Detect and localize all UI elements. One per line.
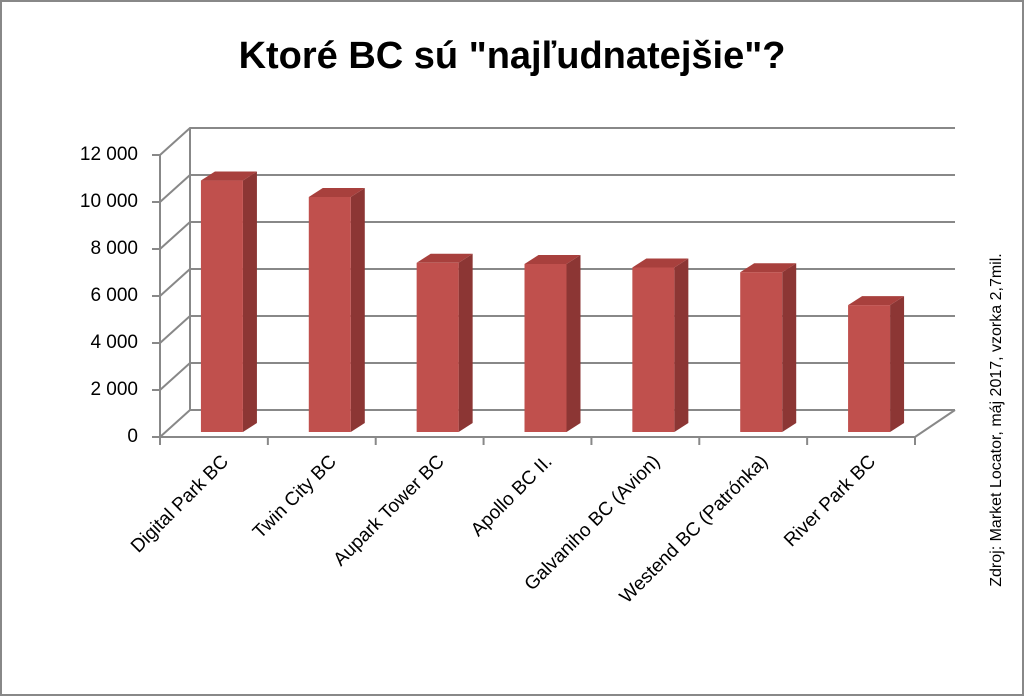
bar-side — [350, 188, 365, 432]
bar — [848, 305, 891, 432]
bar-top — [308, 188, 365, 197]
source-note: Zdroj: Market Locator, máj 2017, vzorka … — [988, 253, 1005, 586]
bar-side — [458, 253, 473, 432]
y-tick-label: 4 000 — [90, 332, 138, 353]
bar-top — [200, 171, 257, 181]
grid-line — [159, 268, 955, 297]
bar-top — [632, 258, 689, 268]
y-tick-label: 2 000 — [90, 379, 138, 400]
grid-line — [159, 174, 955, 203]
chart-title: Ktoré BC sú "najľudnatejšie"? — [239, 35, 786, 77]
bar-side — [242, 171, 257, 433]
y-tick-label: 6 000 — [90, 285, 138, 306]
bar-top — [416, 253, 473, 263]
grid-line — [159, 362, 955, 391]
grid-line — [159, 127, 955, 156]
bar — [200, 180, 243, 432]
grid-line — [159, 315, 955, 344]
bar — [308, 197, 351, 432]
bar-top — [524, 254, 581, 264]
grid-line — [159, 221, 955, 250]
bar — [740, 272, 783, 432]
bar — [524, 263, 567, 432]
bar-top — [848, 296, 905, 306]
bar-side — [674, 258, 689, 432]
bar-side — [566, 254, 581, 432]
bar-top — [740, 263, 797, 273]
y-tick-label: 0 — [127, 426, 138, 447]
bar-side — [890, 296, 905, 432]
bar — [632, 267, 675, 432]
grid-line — [159, 409, 955, 438]
bar — [416, 262, 459, 432]
y-tick-label: 12 000 — [80, 144, 138, 165]
bar-side — [782, 263, 797, 432]
y-tick-label: 10 000 — [80, 191, 138, 212]
y-tick-label: 8 000 — [90, 238, 138, 259]
